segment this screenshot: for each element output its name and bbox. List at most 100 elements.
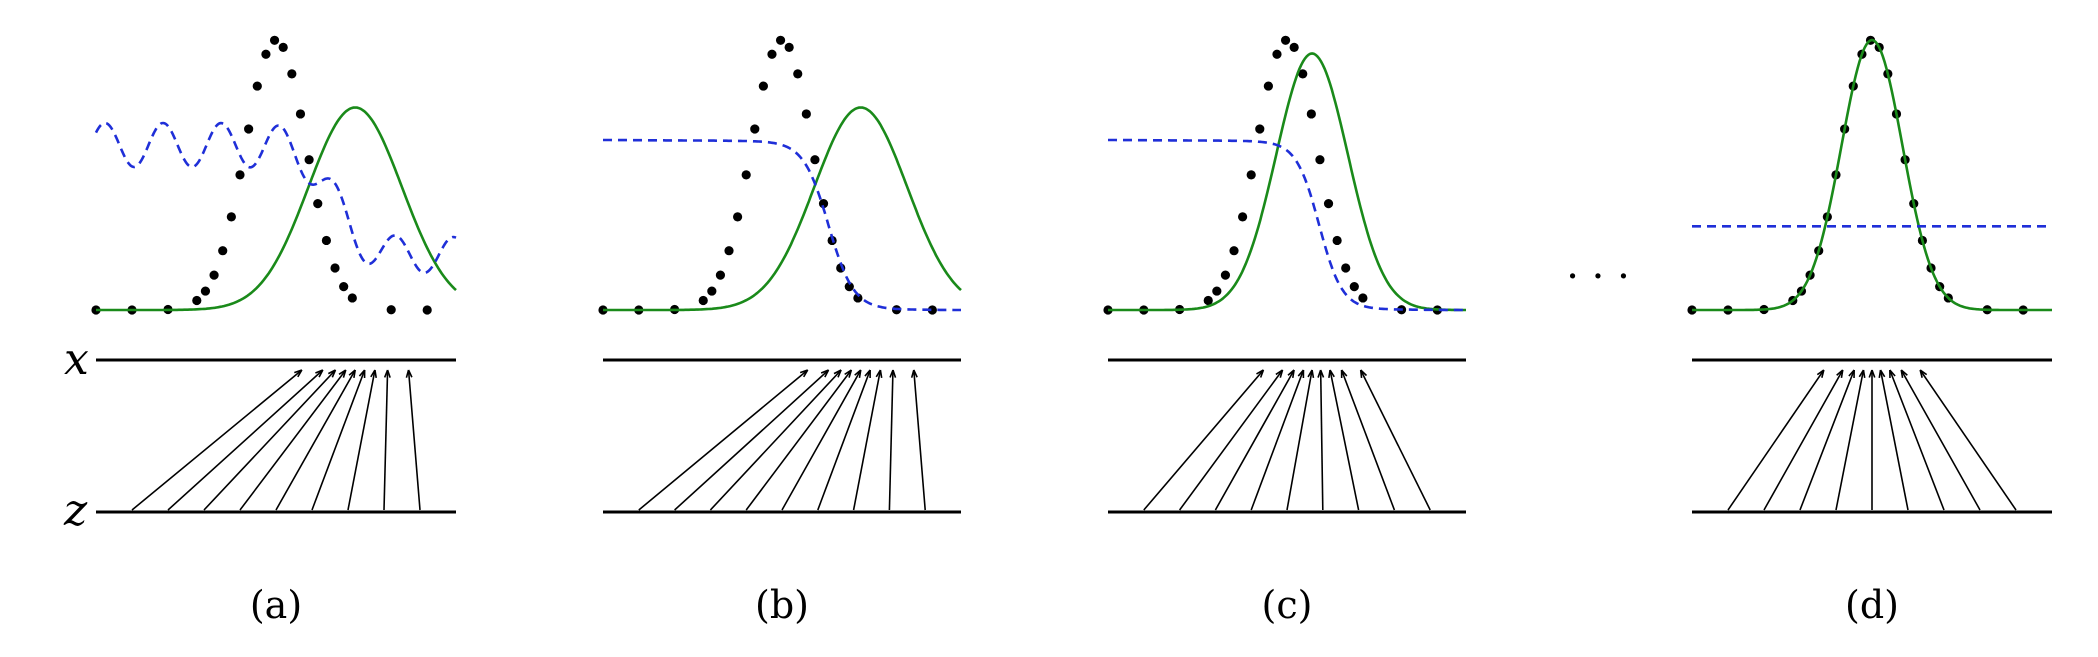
- mapping-arrow: [888, 369, 894, 511]
- mapping-arrow: [638, 369, 809, 511]
- mapping-arrows: [638, 369, 926, 511]
- arrow-head: [820, 369, 830, 378]
- panel-caption: (b): [755, 583, 809, 627]
- data-distribution: [1687, 35, 2028, 315]
- data-point: [278, 42, 288, 52]
- arrow-head: [1848, 369, 1855, 379]
- discriminator-curve: [94, 121, 457, 275]
- data-point: [200, 286, 211, 296]
- mapping-arrow: [1900, 369, 1981, 511]
- mapping-arrow: [239, 369, 347, 511]
- data-point: [347, 293, 357, 303]
- mapping-arrow: [275, 369, 356, 511]
- mapping-arrow: [311, 369, 366, 511]
- arrow-head: [1359, 369, 1368, 379]
- data-point: [1306, 109, 1316, 119]
- arrow-head: [854, 369, 862, 379]
- arrow-head: [1816, 369, 1825, 378]
- data-point: [339, 282, 349, 292]
- data-point: [252, 81, 262, 91]
- data-point: [218, 246, 228, 256]
- data-point: [313, 198, 323, 209]
- data-point: [261, 49, 271, 59]
- mapping-arrow: [709, 369, 842, 511]
- mapping-arrow: [347, 369, 376, 511]
- arrow-head: [799, 369, 809, 378]
- data-point: [784, 42, 794, 52]
- arrow-head: [1889, 369, 1896, 379]
- mapping-arrow: [1143, 369, 1265, 511]
- generator-distribution-curve: [1108, 52, 1466, 312]
- panel-caption: (c): [1262, 583, 1313, 627]
- arrow-head: [1328, 369, 1335, 379]
- mapping-arrow: [1799, 369, 1855, 511]
- data-point: [1341, 263, 1351, 273]
- arrow-head: [327, 369, 337, 378]
- arrow-head: [875, 369, 883, 379]
- data-point: [1323, 198, 1334, 209]
- arrow-head: [370, 369, 377, 379]
- data-point: [767, 49, 777, 59]
- mapping-arrow: [1763, 369, 1844, 511]
- arrow-head: [889, 369, 897, 378]
- arrow-head: [1307, 369, 1315, 379]
- mapping-arrow: [1340, 369, 1396, 511]
- mapping-arrow: [1835, 369, 1865, 511]
- arrow-head: [315, 369, 324, 378]
- data-point: [1315, 155, 1325, 165]
- mapping-arrow: [781, 369, 862, 511]
- data-point: [1272, 49, 1282, 59]
- data-point: [801, 109, 811, 119]
- data-point: [1289, 42, 1299, 52]
- mapping-arrow: [1889, 369, 1945, 511]
- data-point: [1263, 81, 1273, 91]
- data-point: [295, 109, 306, 119]
- data-point: [244, 124, 254, 134]
- data-point: [715, 270, 726, 280]
- arrow-head: [1919, 369, 1928, 378]
- arrow-head: [1836, 369, 1844, 379]
- data-point: [1280, 35, 1291, 45]
- arrow-head: [1900, 369, 1908, 379]
- arrow-head: [1256, 369, 1265, 378]
- arrow-head: [1868, 369, 1876, 378]
- arrow-head: [833, 369, 842, 378]
- mapping-arrow: [1319, 369, 1324, 511]
- data-point: [818, 198, 829, 209]
- data-point: [810, 155, 820, 165]
- data-point: [853, 293, 863, 303]
- data-distribution: [1103, 35, 1442, 315]
- data-point: [1255, 124, 1265, 134]
- data-point: [287, 69, 297, 79]
- data-point: [330, 263, 340, 273]
- data-point: [209, 270, 219, 280]
- panel-b: (b): [598, 35, 962, 627]
- arrow-head: [1878, 369, 1886, 379]
- mapping-arrow: [913, 369, 926, 511]
- panel-caption: (d): [1845, 583, 1899, 627]
- mapping-arrow: [1879, 369, 1909, 511]
- data-point: [758, 81, 768, 91]
- mapping-arrow: [131, 369, 303, 511]
- mapping-arrows: [131, 369, 421, 511]
- arrow-head: [358, 369, 366, 379]
- arrow-head: [864, 369, 871, 379]
- data-point: [422, 305, 432, 315]
- panel-d: (d): [1687, 35, 2052, 627]
- data-point: [1212, 286, 1222, 296]
- arrow-head: [405, 369, 413, 378]
- arrow-head: [383, 369, 391, 378]
- mapping-arrow: [383, 369, 389, 511]
- arrow-head: [338, 369, 347, 378]
- mapping-arrow: [1359, 369, 1431, 511]
- mapping-arrow: [203, 369, 337, 511]
- mapping-arrow: [852, 369, 882, 511]
- data-point: [1298, 69, 1308, 79]
- data-distribution: [598, 35, 937, 315]
- mapping-arrow: [167, 369, 324, 511]
- mapping-arrow: [1286, 369, 1313, 511]
- mapping-arrow: [1329, 369, 1360, 511]
- data-point: [698, 295, 708, 306]
- data-point: [269, 35, 280, 45]
- generator-distribution-curve: [603, 106, 962, 312]
